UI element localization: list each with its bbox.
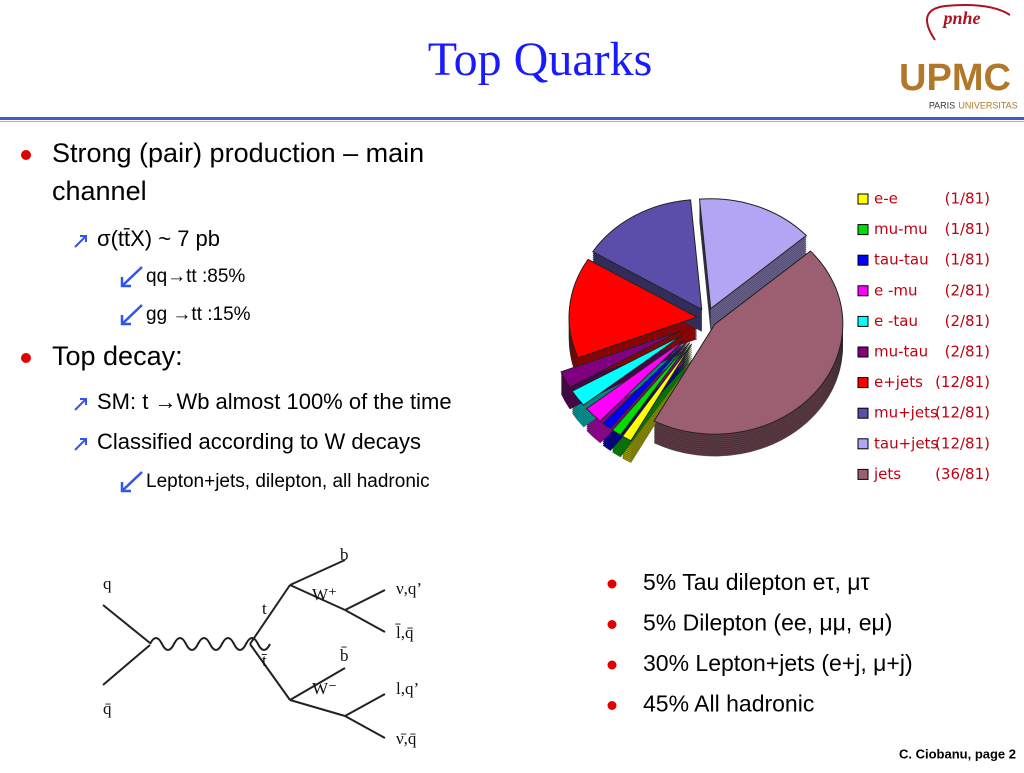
legend-value: (1/81) <box>945 190 990 208</box>
feynman-diagram <box>102 559 386 739</box>
pie-slice <box>611 342 691 436</box>
footer: C. Ciobanu, page 2 <box>899 746 1016 761</box>
diagram-label: W⁻ <box>312 679 337 698</box>
bullet-dot <box>607 579 617 589</box>
summary-text: 5% Tau dilepton eτ, μτ <box>643 569 870 595</box>
logo-name: UPMC <box>899 57 1011 99</box>
bullet-arrow <box>74 235 87 248</box>
bullet-arrow <box>120 471 143 493</box>
legend-swatch <box>857 468 869 480</box>
bullet-dot <box>607 701 617 710</box>
legend-swatch <box>857 285 869 297</box>
diagram-label: q <box>103 574 112 593</box>
legend-box <box>850 184 1000 494</box>
legend-swatch <box>857 224 869 236</box>
summary-text: 30% Lepton+jets (e+j, μ+j) <box>643 650 913 676</box>
bullet-dot <box>21 150 31 160</box>
legend-label: e-e <box>874 190 898 208</box>
bullet-text: channel <box>52 176 147 206</box>
bullet-text: SM: t →Wb almost 100% of the time <box>97 389 452 414</box>
bullet-arrow <box>120 266 143 288</box>
logo-city: PARIS <box>929 100 955 110</box>
slide-title: Top Quarks <box>428 33 653 86</box>
diagram-label: q̄ <box>103 699 112 718</box>
legend-label: e -mu <box>874 281 918 299</box>
pie-slice <box>698 198 808 310</box>
bullet-dot <box>607 660 617 670</box>
legend-label: tau+jets <box>874 434 938 452</box>
bullet-text: σ(tt̄X) ~ 7 pb <box>97 226 220 251</box>
pie-slice <box>653 250 844 435</box>
legend-label: jets <box>873 465 901 483</box>
logo-swoosh <box>926 4 1011 41</box>
diagram-label: t <box>262 599 267 618</box>
legend-value: (12/81) <box>935 373 990 391</box>
legend-value: (2/81) <box>945 343 990 361</box>
legend-label: mu-tau <box>874 343 928 361</box>
title-rule-thin <box>0 121 1024 122</box>
legend-swatch <box>857 438 869 450</box>
legend-swatch <box>857 346 869 358</box>
diagram-label: t̄ <box>261 651 267 670</box>
bullet-arrow <box>74 438 87 451</box>
legend-value: (1/81) <box>945 251 990 269</box>
bullet-text: Top decay: <box>52 341 183 371</box>
legend-swatch <box>857 315 869 327</box>
legend-label: e+jets <box>874 373 923 391</box>
pie-slice <box>602 340 689 430</box>
diagram-label: ν̄,q̄ <box>396 729 417 748</box>
legend-label: mu-mu <box>874 220 928 238</box>
diagram-label: l̄,q̄ <box>395 623 414 642</box>
summary-text: 45% All hadronic <box>643 691 814 717</box>
legend-value: (12/81) <box>935 404 990 422</box>
legend-swatch <box>857 193 869 205</box>
legend-label: e -tau <box>874 312 918 330</box>
bullet-arrow <box>74 398 87 411</box>
diagram-label: b̄ <box>340 646 349 665</box>
bullet-text: Classified according to W decays <box>97 429 421 454</box>
diagram-label: ν,q’ <box>396 579 422 598</box>
legend-label: mu+jets <box>874 404 938 422</box>
diagram-label: W⁺ <box>312 585 337 604</box>
legend-value: (36/81) <box>935 465 990 483</box>
pie-slice <box>621 343 693 442</box>
summary-text: 5% Dilepton (ee, μμ, eμ) <box>643 610 892 636</box>
bullet-text: gg →tt :15% <box>146 304 251 325</box>
diagram-label: b <box>340 545 349 564</box>
legend-swatch <box>857 407 869 419</box>
legend-label: tau-tau <box>874 251 929 269</box>
bullet-text: Strong (pair) production – main <box>52 138 424 168</box>
bullet-arrow <box>120 304 143 326</box>
legend-swatch <box>857 377 869 389</box>
pie-slice <box>571 334 683 406</box>
diagram-label: l,q’ <box>396 679 419 698</box>
bullet-dot <box>21 353 31 363</box>
bullet-text: Lepton+jets, dilepton, all hadronic <box>146 471 430 492</box>
legend-value: (2/81) <box>945 281 990 299</box>
bullet-dot <box>607 620 617 629</box>
bullet-text: qq→tt :85% <box>146 266 245 287</box>
logo-tag: UNIVERSITAS <box>958 100 1017 110</box>
legend-value: (2/81) <box>945 312 990 330</box>
legend-value: (1/81) <box>945 220 990 238</box>
legend-swatch <box>857 254 869 266</box>
pie-slice <box>560 330 681 388</box>
pie-slice <box>585 338 686 422</box>
logo-lab: pnhe <box>941 8 980 28</box>
title-rule <box>0 117 1024 120</box>
pie-slice <box>568 258 699 359</box>
legend-value: (12/81) <box>935 434 990 452</box>
pie-slice <box>592 199 703 311</box>
